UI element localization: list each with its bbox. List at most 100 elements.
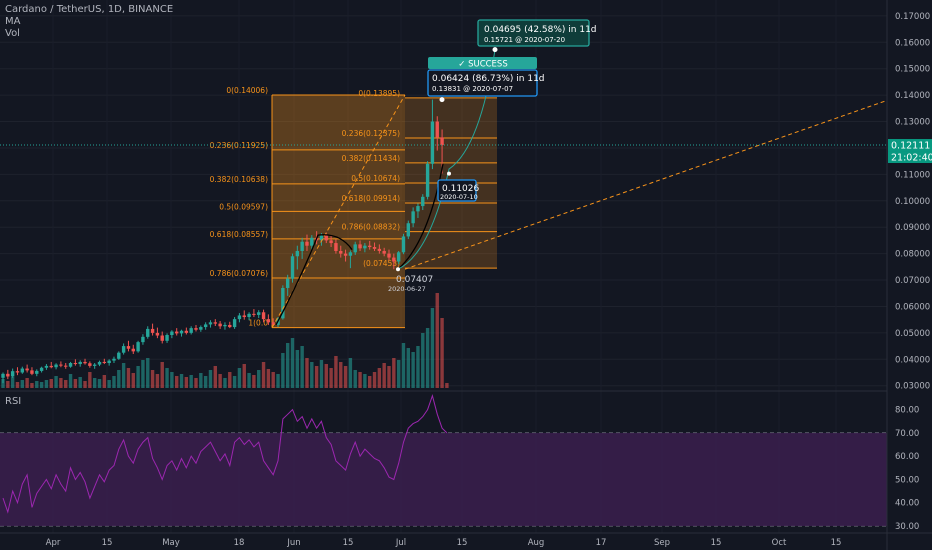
candle-body xyxy=(213,322,217,324)
fib-level-label: 0.236(0.12375) xyxy=(342,129,400,138)
time-tick-label: Apr xyxy=(46,538,61,548)
volume-bar xyxy=(175,376,179,388)
volume-bar xyxy=(223,378,227,388)
candle-body xyxy=(160,335,164,341)
candle-body xyxy=(73,362,78,365)
candle-body xyxy=(218,323,222,327)
volume-bar xyxy=(237,368,242,388)
rsi-series xyxy=(2,393,448,514)
volume-bar xyxy=(377,368,382,388)
volume-bar xyxy=(126,368,131,388)
volume-bar xyxy=(170,372,174,388)
volume-bar xyxy=(199,373,203,388)
point-callout[interactable]: 0.11026 2020-07-10 xyxy=(437,179,479,202)
candle-body xyxy=(184,330,189,333)
volume-bar xyxy=(305,358,309,388)
volume-bar xyxy=(49,379,53,388)
candle-body xyxy=(30,370,34,374)
price-tick-label: 0.14000 xyxy=(895,91,930,101)
trend-drawings[interactable] xyxy=(271,47,888,328)
candle-body xyxy=(435,121,439,138)
volume-bar xyxy=(290,338,295,388)
target1-callout[interactable]: 0.04695 (42.58%) in 11d 0.15721 @ 2020-0… xyxy=(477,19,597,47)
price-axis[interactable]: 0.03000 0.04000 0.05000 0.06000 0.07000 0.080… xyxy=(895,12,930,392)
candle-body xyxy=(126,346,131,349)
fib-level-label: 0(0.14006) xyxy=(226,86,268,95)
candle-body xyxy=(44,365,49,368)
time-tick-label: Jun xyxy=(286,538,300,548)
rsi-axis[interactable]: 30.00 40.00 50.00 60.00 70.00 80.00 xyxy=(895,406,919,532)
volume-bar xyxy=(121,363,126,388)
time-tick-label: Jul xyxy=(395,538,406,548)
candle-body xyxy=(334,243,338,251)
candle-body xyxy=(208,322,213,325)
low-marker[interactable]: 0.07407 2020-06-27 xyxy=(388,275,433,293)
candle-body xyxy=(281,287,285,319)
symbol-title[interactable]: Cardano / TetherUS, 1D, BINANCE xyxy=(5,4,174,15)
volume-bar xyxy=(343,366,348,388)
volume-bar xyxy=(363,374,367,388)
volume-bar xyxy=(165,368,169,388)
point-date: 2020-07-10 xyxy=(440,193,478,201)
candle-body xyxy=(199,327,203,330)
candle-body xyxy=(59,364,63,366)
point-marker xyxy=(447,171,451,176)
volume-bar xyxy=(39,382,44,388)
volume-bar xyxy=(406,348,410,388)
volume-bar xyxy=(146,358,150,388)
success-badge[interactable]: ✓ SUCCESS xyxy=(428,57,537,70)
candle-body xyxy=(92,364,97,366)
time-tick-label: Sep xyxy=(654,538,670,548)
candle-body xyxy=(305,241,309,246)
volume-bar xyxy=(319,360,324,388)
candle-body xyxy=(261,312,266,320)
candle-body xyxy=(358,244,362,249)
candle-body xyxy=(78,361,82,365)
target2-marker xyxy=(439,97,445,103)
volume-bar xyxy=(329,368,333,388)
rsi-line xyxy=(2,393,448,514)
vol-indicator-label[interactable]: Vol xyxy=(5,28,20,39)
volume-bar xyxy=(285,343,290,388)
candle-body xyxy=(300,241,304,251)
target1-main: 0.04695 (42.58%) in 11d xyxy=(484,25,597,35)
volume-bar xyxy=(189,375,193,388)
volume-bar xyxy=(30,383,34,388)
volume-bar xyxy=(358,372,362,388)
price-tick-label: 0.11000 xyxy=(895,170,930,180)
current-price-tag xyxy=(888,139,932,152)
success-box xyxy=(428,57,537,69)
time-tick-label: 15 xyxy=(457,538,468,548)
candle-body xyxy=(121,346,126,353)
candle-body xyxy=(54,364,58,368)
time-tick-label: May xyxy=(162,538,180,548)
ma-indicator-label[interactable]: MA xyxy=(5,16,21,27)
fib-level-label: (0.07453) xyxy=(363,259,400,268)
time-tick-label: 18 xyxy=(234,538,245,548)
time-axis[interactable]: Apr 15 May 18 Jun 15 Jul 15 Aug 17 Sep 15 Oct 15 xyxy=(46,538,842,548)
target2-callout[interactable]: 0.06424 (86.73%) in 11d 0.13831 @ 2020-0… xyxy=(427,69,545,97)
candle-body xyxy=(112,358,116,361)
volume-bar xyxy=(44,380,49,388)
candle-body xyxy=(329,240,333,244)
volume-bar xyxy=(261,362,266,388)
success-label: ✓ SUCCESS xyxy=(458,60,507,70)
volume-bar xyxy=(382,363,386,388)
rsi-indicator-label[interactable]: RSI xyxy=(5,396,22,407)
volume-bar xyxy=(78,377,82,388)
candle-body xyxy=(266,319,271,323)
volume-bar xyxy=(131,373,135,388)
volume-bar xyxy=(339,362,343,388)
candle-body xyxy=(237,315,242,320)
target1-box xyxy=(477,19,590,47)
rsi-tick-label: 70.00 xyxy=(895,429,919,439)
volume-bar xyxy=(213,366,217,388)
price-tick-label: 0.06000 xyxy=(895,302,930,312)
volume-bar xyxy=(64,380,68,388)
price-tick-label: 0.17000 xyxy=(895,12,930,22)
candle-body xyxy=(271,322,275,325)
volume-bar xyxy=(54,376,58,388)
volume-bar xyxy=(218,374,222,388)
volume-bar xyxy=(1,379,5,388)
